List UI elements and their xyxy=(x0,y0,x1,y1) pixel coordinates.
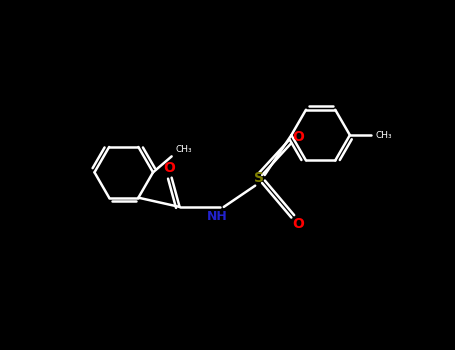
Text: O: O xyxy=(292,217,303,231)
Text: O: O xyxy=(163,161,175,175)
Text: O: O xyxy=(292,130,303,144)
Text: CH₃: CH₃ xyxy=(375,131,392,140)
Text: S: S xyxy=(254,171,264,185)
Text: CH₃: CH₃ xyxy=(176,145,192,154)
Text: NH: NH xyxy=(207,210,227,223)
